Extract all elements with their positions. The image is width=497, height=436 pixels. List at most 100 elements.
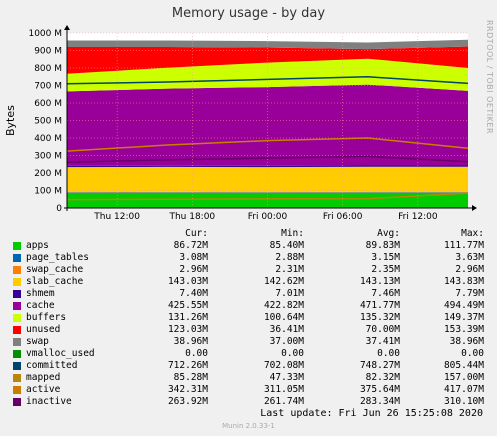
legend-name: swap	[26, 336, 49, 347]
header-avg: Avg:	[377, 228, 400, 239]
legend-cur: 425.55M	[167, 300, 208, 311]
y-axis-arrow	[64, 25, 70, 30]
legend-name: vmalloc_used	[26, 348, 95, 359]
legend-cur: 263.92M	[167, 396, 208, 407]
legend-cur: 7.40M	[179, 288, 208, 299]
x-tick-labels: Thu 12:00 Thu 18:00 Fri 00:00 Fri 06:00 Fri …	[93, 212, 438, 222]
legend-swatch	[13, 374, 21, 382]
header-cur: Cur:	[185, 228, 208, 239]
legend-cur: 3.08M	[179, 252, 208, 263]
legend-name: page_tables	[26, 252, 89, 263]
legend-swatch	[13, 362, 21, 370]
area-slab-cache	[67, 166, 468, 193]
area-swap	[67, 39, 468, 50]
legend-row-page-tables: page_tables 3.08M 2.88M 3.15M 3.63M	[12, 252, 486, 264]
legend-row-mapped: mapped 85.28M 47.33M 82.32M 157.00M	[12, 372, 486, 384]
legend-max: 157.00M	[443, 372, 484, 383]
area-shmem	[67, 165, 468, 168]
line-inactive	[66, 155, 469, 163]
legend-avg: 283.34M	[359, 396, 400, 407]
legend-min: 85.40M	[269, 240, 304, 251]
legend-name: buffers	[26, 312, 67, 323]
x-axis-arrow	[472, 205, 477, 211]
area-apps	[67, 192, 468, 208]
legend-name: swap_cache	[26, 264, 84, 275]
legend-row-vmalloc-used: vmalloc_used 0.00 0.00 0.00 0.00	[12, 348, 486, 360]
munin-version: Munin 2.0.33-1	[222, 422, 275, 430]
legend-avg: 89.83M	[365, 240, 400, 251]
legend-avg: 375.64M	[359, 384, 400, 395]
legend-swatch	[13, 314, 21, 322]
y-tick-label: 600 M	[34, 99, 62, 109]
legend-max: 417.07M	[443, 384, 484, 395]
y-tick-label: 0	[56, 204, 62, 214]
legend-swatch	[13, 350, 21, 358]
legend-max: 111.77M	[443, 240, 484, 251]
legend-swatch	[13, 278, 21, 286]
x-tick-label: Fri 12:00	[398, 212, 438, 222]
legend-cur: 342.31M	[167, 384, 208, 395]
x-tick-label: Fri 06:00	[323, 212, 363, 222]
legend-swatch	[13, 266, 21, 274]
legend-max: 3.63M	[455, 252, 484, 263]
legend-max: 7.79M	[455, 288, 484, 299]
legend-avg: 37.41M	[365, 336, 400, 347]
legend-row-apps: apps 86.72M 85.40M 89.83M 111.77M	[12, 240, 486, 252]
legend-min: 0.00	[281, 348, 304, 359]
legend-row-buffers: buffers 131.26M 100.64M 135.32M 149.37M	[12, 312, 486, 324]
legend-cur: 143.03M	[167, 276, 208, 287]
legend-min: 47.33M	[269, 372, 304, 383]
legend-min: 311.05M	[263, 384, 304, 395]
legend-cur: 123.03M	[167, 324, 208, 335]
legend-max: 149.37M	[443, 312, 484, 323]
line-committed	[66, 76, 469, 85]
y-tick-label: 400 M	[34, 134, 62, 144]
legend-swatch	[13, 326, 21, 334]
legend-swatch	[13, 242, 21, 250]
y-tick-label: 200 M	[34, 169, 62, 179]
legend-cur: 86.72M	[173, 240, 208, 251]
y-tick-label: 900 M	[34, 47, 62, 57]
area-swap-cache	[67, 191, 468, 193]
legend-min: 142.62M	[263, 276, 304, 287]
legend-min: 37.00M	[269, 336, 304, 347]
legend-cur: 38.96M	[173, 336, 208, 347]
legend-cur: 712.26M	[167, 360, 208, 371]
legend-name: committed	[26, 360, 78, 371]
legend-row-cache: cache 425.55M 422.82M 471.77M 494.49M	[12, 300, 486, 312]
legend-min: 100.64M	[263, 312, 304, 323]
legend-max: 0.00	[461, 348, 484, 359]
legend-name: unused	[26, 324, 61, 335]
legend-name: inactive	[26, 396, 72, 407]
y-tick-label: 500 M	[34, 117, 62, 127]
legend-cur: 2.96M	[179, 264, 208, 275]
legend-swatch	[13, 386, 21, 394]
legend-avg: 2.35M	[371, 264, 400, 275]
legend-cur: 85.28M	[173, 372, 208, 383]
legend-name: shmem	[26, 288, 55, 299]
legend-row-committed: committed 712.26M 702.08M 748.27M 805.44M	[12, 360, 486, 372]
grid-lines	[67, 32, 468, 208]
x-tick-label: Thu 12:00	[93, 212, 140, 222]
x-tick-label: Thu 18:00	[168, 212, 215, 222]
legend-name: mapped	[26, 372, 61, 383]
legend-swatch	[13, 254, 21, 262]
header-max: Max:	[461, 228, 484, 239]
last-update: Last update: Fri Jun 26 15:25:08 2020	[260, 408, 483, 419]
legend-name: cache	[26, 300, 55, 311]
legend-avg: 143.13M	[359, 276, 400, 287]
legend-max: 143.83M	[443, 276, 484, 287]
legend-min: 7.01M	[275, 288, 304, 299]
legend-avg: 7.46M	[371, 288, 400, 299]
legend-row-swap-cache: swap_cache 2.96M 2.31M 2.35M 2.96M	[12, 264, 486, 276]
legend-min: 422.82M	[263, 300, 304, 311]
legend-cur: 0.00	[185, 348, 208, 359]
legend-swatch	[13, 290, 21, 298]
legend-avg: 0.00	[377, 348, 400, 359]
legend-max: 494.49M	[443, 300, 484, 311]
line-active	[66, 137, 469, 152]
legend-name: active	[26, 384, 61, 395]
legend-row-inactive: inactive 263.92M 261.74M 283.34M 310.10M	[12, 396, 486, 408]
legend-row-shmem: shmem 7.40M 7.01M 7.46M 7.79M	[12, 288, 486, 300]
legend-avg: 748.27M	[359, 360, 400, 371]
